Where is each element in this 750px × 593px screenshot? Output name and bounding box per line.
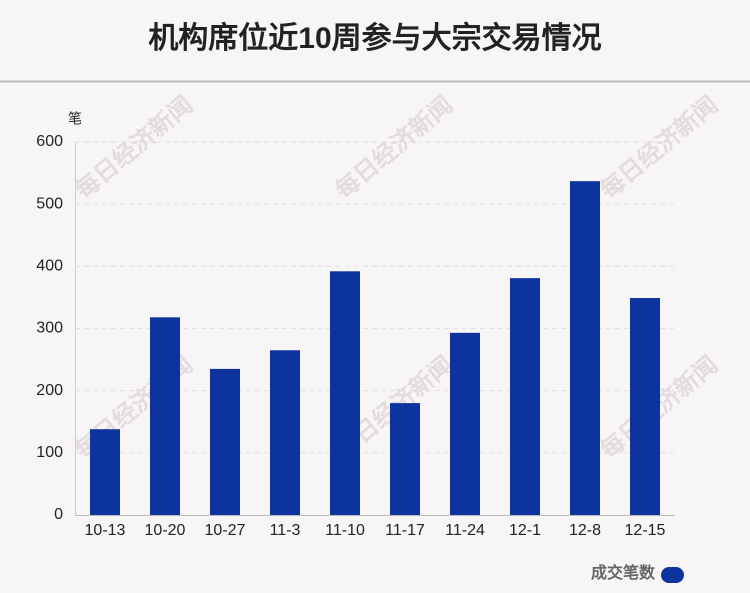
x-tick-label: 12-8 [569, 522, 601, 539]
x-tick-label: 11-3 [270, 522, 301, 539]
y-tick-label: 200 [36, 382, 63, 399]
y-tick-label: 300 [36, 320, 63, 337]
y-tick-label: 500 [36, 195, 63, 212]
x-tick-label: 11-24 [445, 522, 485, 539]
x-tick-label: 12-15 [625, 522, 666, 539]
x-tick-label: 10-13 [85, 522, 126, 539]
bar [210, 368, 240, 515]
bar [570, 181, 600, 516]
chart-title: 机构席位近10周参与大宗交易情况 [148, 21, 601, 55]
bar [90, 429, 120, 515]
legend-swatch [661, 567, 684, 583]
x-tick-label: 12-1 [509, 522, 541, 539]
bar [450, 332, 480, 515]
y-tick-label: 400 [36, 258, 63, 275]
x-tick-label: 11-10 [325, 522, 365, 539]
bar [630, 298, 660, 515]
bar [390, 403, 420, 515]
y-tick-label: 0 [54, 506, 63, 523]
x-tick-label: 11-17 [385, 522, 425, 539]
y-tick-label: 100 [36, 444, 63, 461]
legend-label: 成交笔数 [591, 563, 656, 582]
bar [510, 278, 540, 515]
y-tick-label: 600 [36, 133, 63, 150]
y-axis-label: 笔 [68, 111, 82, 127]
bar [270, 350, 300, 515]
x-tick-label: 10-27 [205, 522, 246, 539]
bar [150, 317, 180, 515]
x-tick-label: 10-20 [145, 522, 186, 539]
bar [330, 271, 360, 515]
